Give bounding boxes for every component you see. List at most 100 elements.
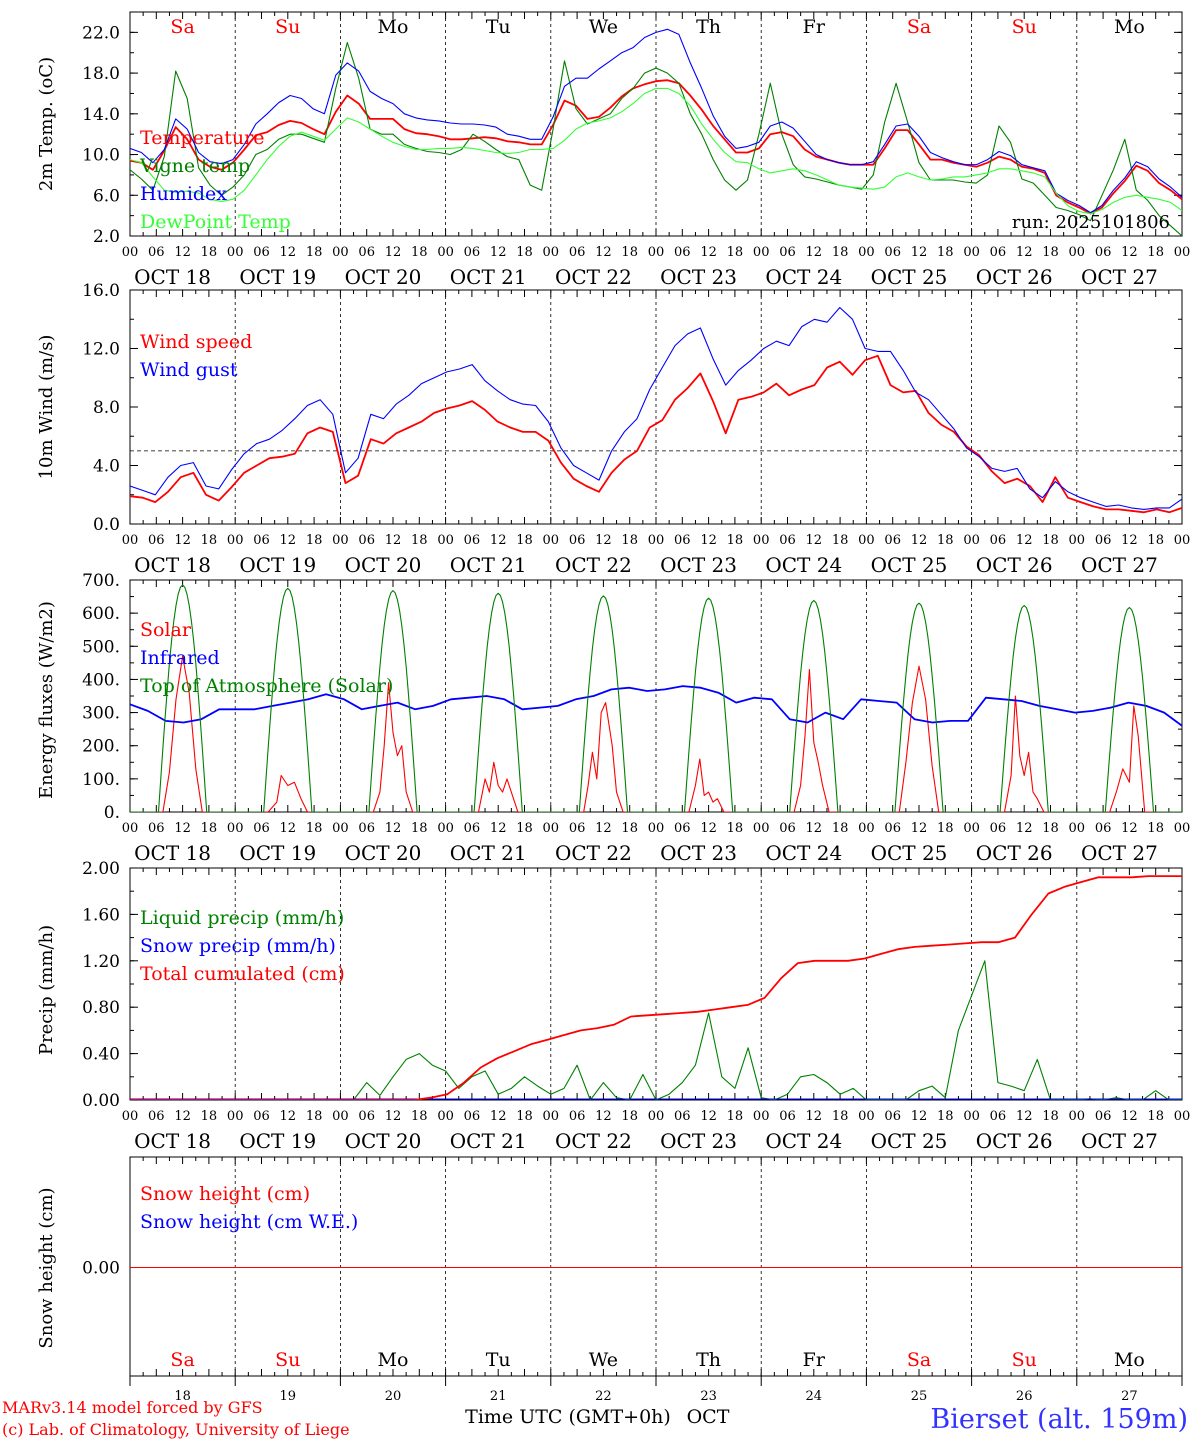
hour-label: 12 xyxy=(806,533,823,548)
hour-label: 00 xyxy=(963,1109,980,1124)
hour-label: 18 xyxy=(201,1109,218,1124)
hour-label: 18 xyxy=(306,245,323,260)
hour-label: 18 xyxy=(621,245,638,260)
y-axis-label: 2m Temp. (oC) xyxy=(36,57,57,191)
date-label: OCT 24 xyxy=(765,841,842,865)
hour-label: 12 xyxy=(700,821,717,836)
hour-label: 12 xyxy=(1016,245,1033,260)
hour-label: 00 xyxy=(753,533,770,548)
hour-label: 18 xyxy=(1042,821,1059,836)
series-top-of-atmosphere-solar xyxy=(130,584,1182,812)
hour-label: 06 xyxy=(464,821,481,836)
hour-label: 06 xyxy=(1095,1109,1112,1124)
x-axis-label: Time UTC (GMT+0h) xyxy=(465,1406,671,1428)
weekday-label: Mo xyxy=(1114,1349,1145,1371)
legend-entry: Temperature xyxy=(140,127,264,149)
hour-label: 18 xyxy=(306,1109,323,1124)
hour-label: 00 xyxy=(648,1109,665,1124)
hour-label: 06 xyxy=(884,1109,901,1124)
date-label: OCT 18 xyxy=(134,553,211,577)
weekday-label: Tu xyxy=(486,16,511,38)
hour-label: 12 xyxy=(174,533,191,548)
hour-label: 00 xyxy=(437,533,454,548)
date-label: OCT 20 xyxy=(345,265,422,289)
date-label: OCT 20 xyxy=(345,553,422,577)
hour-label: 06 xyxy=(358,533,375,548)
hour-label: 00 xyxy=(122,1109,139,1124)
hour-label: 06 xyxy=(990,245,1007,260)
hour-label: 06 xyxy=(1095,245,1112,260)
legend-entry: Liquid precip (mm/h) xyxy=(140,907,344,929)
weekday-label: Fr xyxy=(803,16,826,38)
credit-line-2: (c) Lab. of Climatology, University of L… xyxy=(2,1420,350,1439)
hour-label: 18 xyxy=(1042,245,1059,260)
y-tick-label: 2.0 xyxy=(93,227,120,247)
hour-label: 12 xyxy=(700,533,717,548)
hour-label: 00 xyxy=(1174,821,1191,836)
series-infrared xyxy=(130,685,1182,727)
hour-label: 18 xyxy=(1147,821,1164,836)
hour-label: 06 xyxy=(253,533,270,548)
weekday-label: Sa xyxy=(907,16,931,38)
hour-label: 06 xyxy=(990,533,1007,548)
day-number: 21 xyxy=(490,1389,507,1404)
hour-label: 06 xyxy=(674,1109,691,1124)
hour-label: 06 xyxy=(253,1109,270,1124)
hour-label: 12 xyxy=(385,533,402,548)
series-wind-speed xyxy=(130,354,1182,514)
hour-label: 18 xyxy=(201,245,218,260)
hour-label: 06 xyxy=(1095,533,1112,548)
hour-label: 00 xyxy=(858,1109,875,1124)
hour-label: 06 xyxy=(358,245,375,260)
legend-entry: Total cumulated (cm) xyxy=(140,963,345,985)
date-label: OCT 18 xyxy=(134,1129,211,1153)
hour-label: 18 xyxy=(1147,533,1164,548)
y-axis-label: Energy fluxes (W/m2) xyxy=(36,601,57,799)
y-tick-label: 0.40 xyxy=(82,1045,120,1065)
day-number: 18 xyxy=(174,1389,191,1404)
hour-label: 18 xyxy=(621,821,638,836)
hour-label: 12 xyxy=(280,533,297,548)
hour-label: 12 xyxy=(806,821,823,836)
hour-label: 00 xyxy=(437,245,454,260)
day-number: 27 xyxy=(1121,1389,1138,1404)
y-tick-label: 8.0 xyxy=(93,398,120,418)
month-label: OCT xyxy=(687,1406,730,1428)
hour-label: 12 xyxy=(1016,1109,1033,1124)
hour-label: 00 xyxy=(858,533,875,548)
y-tick-label: 1.60 xyxy=(82,905,120,925)
hour-label: 00 xyxy=(753,1109,770,1124)
hour-label: 12 xyxy=(490,1109,507,1124)
panel-4: 0.00 0.40 0.80 1.20 1.60 2.00 Precip (mm/h) Liq… xyxy=(36,859,1190,1153)
y-tick-label: 6.0 xyxy=(93,186,120,206)
hour-label: 06 xyxy=(674,533,691,548)
hour-label: 12 xyxy=(385,1109,402,1124)
y-tick-label: 0.0 xyxy=(93,515,120,535)
hour-label: 12 xyxy=(911,821,928,836)
hour-label: 06 xyxy=(1095,821,1112,836)
weekday-label: Fr xyxy=(803,1349,826,1371)
hour-label: 18 xyxy=(727,1109,744,1124)
date-label: OCT 26 xyxy=(976,841,1053,865)
hour-label: 06 xyxy=(779,1109,796,1124)
legend-entry: Infrared xyxy=(140,647,220,669)
date-label: OCT 25 xyxy=(871,553,948,577)
hour-label: 00 xyxy=(858,245,875,260)
y-tick-label: 16.0 xyxy=(82,281,120,301)
hour-label: 12 xyxy=(1121,245,1138,260)
hour-label: 00 xyxy=(227,1109,244,1124)
date-label: OCT 27 xyxy=(1081,553,1158,577)
date-label: OCT 22 xyxy=(555,1129,632,1153)
hour-label: 00 xyxy=(753,821,770,836)
weekday-label: Mo xyxy=(378,16,409,38)
y-tick-label: 14.0 xyxy=(82,105,120,125)
station-label: Bierset (alt. 159m) xyxy=(930,1404,1188,1435)
y-tick-label: 0.00 xyxy=(82,1259,120,1279)
hour-label: 12 xyxy=(385,821,402,836)
hour-label: 18 xyxy=(516,821,533,836)
y-tick-label: 100. xyxy=(82,770,120,790)
hour-label: 00 xyxy=(963,533,980,548)
plot-frame xyxy=(129,11,1183,237)
hour-label: 06 xyxy=(884,245,901,260)
hour-label: 06 xyxy=(990,821,1007,836)
